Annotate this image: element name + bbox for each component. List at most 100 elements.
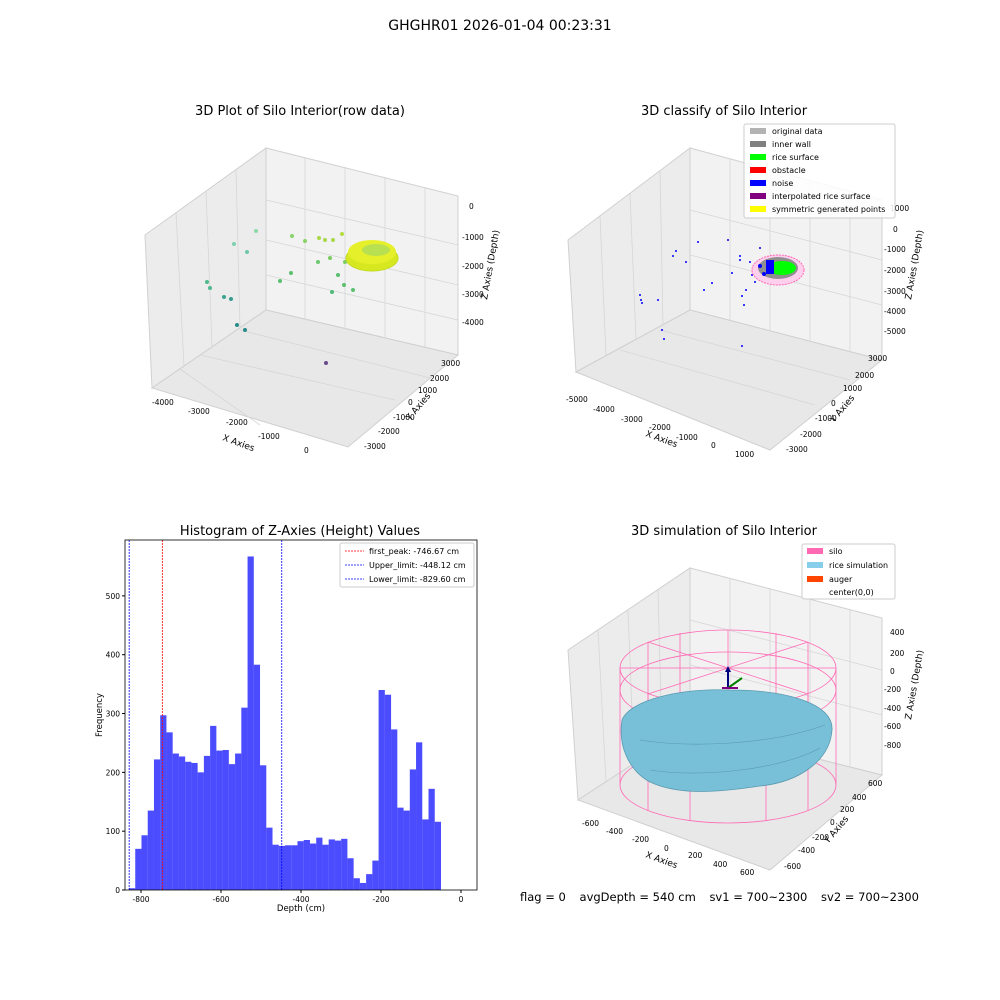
simulation-ztick: 200	[890, 649, 905, 658]
simulation-ztick: 0	[890, 667, 895, 676]
histogram-bar	[135, 848, 142, 890]
histogram-bar	[353, 878, 360, 890]
legend-label: Lower_limit: -829.60 cm	[369, 575, 466, 584]
legend-swatch	[750, 167, 766, 173]
classify-xtick: -3000	[621, 415, 643, 424]
simulation-ytick: -200	[812, 833, 829, 842]
raw-ytick: 1000	[418, 386, 437, 395]
histogram-bar	[197, 772, 204, 890]
histogram-bar	[303, 840, 310, 890]
classify-noise-points	[639, 239, 761, 347]
raw-ztick: 0	[469, 202, 474, 211]
histogram-bar	[316, 837, 323, 890]
classify-ztick: -5000	[884, 327, 906, 336]
simulation-xtick: -400	[606, 827, 623, 836]
simulation-xtick: 600	[740, 868, 755, 877]
simulation-ztick: -200	[884, 685, 901, 694]
simulation-ytick: -400	[798, 846, 815, 855]
legend-label: rice surface	[772, 153, 819, 162]
simulation-ytick: 200	[840, 805, 855, 814]
histogram-bar	[384, 694, 392, 890]
histogram-xtick-label: -200	[372, 895, 389, 904]
raw-plot-title: 3D Plot of Silo Interior(row data)	[195, 104, 405, 119]
simulation-xtick: -200	[632, 835, 649, 844]
histogram-bar	[153, 759, 161, 890]
classify-legend: original data inner wall rice surface ob…	[743, 123, 896, 219]
simulation-ztick: -800	[884, 741, 901, 750]
legend-swatch	[750, 193, 766, 199]
histogram-bar	[328, 839, 335, 890]
simulation-xtick: 200	[688, 851, 703, 860]
histogram-xlabel: Depth (cm)	[277, 904, 325, 914]
raw-xtick: -2000	[226, 418, 248, 427]
histogram-bar	[191, 762, 198, 890]
legend-label: Upper_limit: -448.12 cm	[369, 561, 466, 570]
histogram-xtick-label: -600	[212, 895, 229, 904]
histogram-bar	[422, 819, 429, 890]
histogram-bar	[428, 788, 435, 890]
classify-ztick: -2000	[884, 266, 906, 275]
histogram-bar	[141, 835, 148, 890]
raw-ring-surface	[345, 240, 399, 272]
auger-icon	[722, 666, 743, 689]
legend-label: auger	[829, 575, 853, 584]
classify-ytick: -3000	[786, 445, 808, 454]
histogram-bar	[391, 729, 398, 890]
classify-xtick: -2000	[649, 423, 671, 432]
raw-ytick: -1000	[393, 413, 415, 422]
classify-xtick: 1000	[735, 450, 754, 459]
legend-label: original data	[772, 127, 823, 136]
histogram-bar	[309, 843, 317, 890]
histogram-bar	[341, 838, 348, 890]
histogram-bar	[291, 845, 298, 890]
classify-ytick: -1000	[815, 414, 837, 423]
simulation-ytick: 0	[830, 818, 835, 827]
histogram-bar	[210, 725, 217, 890]
simulation-ztick: -400	[884, 704, 901, 713]
histogram-ytick-label: 500	[106, 592, 121, 601]
simulation-ytick: -600	[784, 862, 801, 871]
legend-swatch	[807, 576, 823, 582]
legend-swatch	[750, 206, 766, 212]
simulation-xtick: 0	[664, 844, 669, 853]
histogram-bar	[297, 841, 304, 890]
histogram-bar	[397, 807, 404, 890]
histogram-xtick-label: -400	[292, 895, 309, 904]
raw-ztick: -4000	[462, 318, 484, 327]
histogram-bar	[359, 882, 367, 890]
sv2-value: sv2 = 700~2300	[821, 890, 919, 904]
histogram-bar	[322, 844, 329, 890]
simulation-plot-title: 3D simulation of Silo Interior	[631, 524, 817, 539]
legend-label: interpolated rice surface	[772, 192, 870, 201]
legend-swatch	[807, 562, 823, 568]
raw-xtick: -1000	[258, 432, 280, 441]
histogram-bar	[247, 556, 254, 890]
classify-ztick: 1000	[890, 204, 909, 213]
histogram-bar	[285, 845, 292, 890]
classify-xtick: -5000	[566, 395, 588, 404]
raw-ztick: -2000	[462, 262, 484, 271]
classify-ytick: 0	[831, 399, 836, 408]
histogram-ytick-label: 0	[115, 886, 120, 895]
histogram-bar	[272, 844, 279, 890]
flag-value: flag = 0	[520, 890, 566, 904]
histogram-bar	[203, 755, 211, 890]
legend-label: inner wall	[772, 140, 811, 149]
legend-label: obstacle	[772, 166, 806, 175]
histogram-bar	[260, 765, 267, 890]
histogram-bar	[216, 750, 223, 890]
avg-depth-value: avgDepth = 540 cm	[579, 890, 696, 904]
raw-ytick: 2000	[430, 374, 449, 383]
classify-ytick: 2000	[855, 371, 874, 380]
raw-ytick: -2000	[378, 427, 400, 436]
histogram-bar	[178, 756, 186, 890]
histogram-bar	[347, 858, 354, 890]
legend-label: noise	[772, 179, 793, 188]
raw-xtick: -3000	[188, 407, 210, 416]
histogram-bar	[416, 742, 423, 890]
simulation-ztick: -600	[884, 722, 901, 731]
simulation-ztick: 400	[890, 628, 905, 637]
